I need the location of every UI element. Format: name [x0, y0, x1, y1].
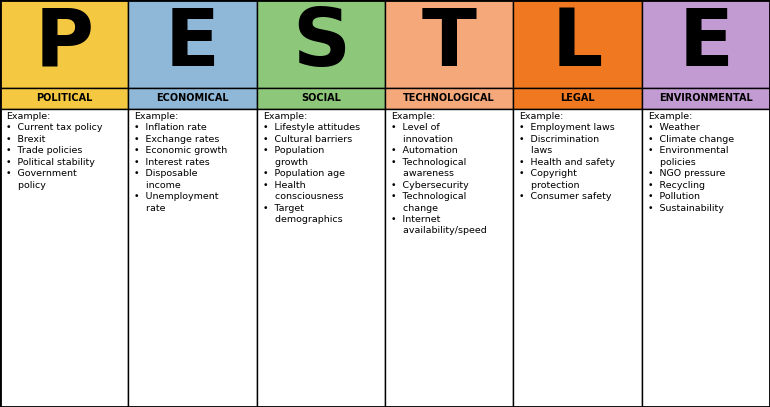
Text: POLITICAL: POLITICAL	[36, 93, 92, 103]
Text: Example:
•  Inflation rate
•  Exchange rates
•  Economic growth
•  Interest rate: Example: • Inflation rate • Exchange rat…	[135, 112, 228, 212]
Bar	[514, 0, 641, 88]
Bar	[641, 109, 770, 407]
Text: LEGAL: LEGAL	[561, 93, 594, 103]
Bar	[385, 88, 514, 109]
Bar	[0, 0, 129, 88]
Bar	[129, 88, 256, 109]
Bar	[514, 109, 641, 407]
Bar	[129, 0, 256, 88]
Bar	[641, 0, 770, 88]
Bar	[256, 0, 385, 88]
Bar	[385, 0, 514, 88]
Text: Example:
•  Current tax policy
•  Brexit
•  Trade policies
•  Political stabilit: Example: • Current tax policy • Brexit •…	[6, 112, 102, 190]
Text: E: E	[165, 5, 220, 83]
Bar	[129, 109, 256, 407]
Text: Example:
•  Lifestyle attitudes
•  Cultural barriers
•  Population
    growth
• : Example: • Lifestyle attitudes • Cultura…	[263, 112, 360, 224]
Text: ECONOMICAL: ECONOMICAL	[156, 93, 229, 103]
Bar	[0, 109, 129, 407]
Bar	[256, 109, 385, 407]
Text: Example:
•  Weather
•  Climate change
•  Environmental
    policies
•  NGO press: Example: • Weather • Climate change • En…	[648, 112, 734, 212]
Text: E: E	[678, 5, 733, 83]
Text: L: L	[552, 5, 603, 83]
Bar	[514, 88, 641, 109]
Text: ENVIRONMENTAL: ENVIRONMENTAL	[659, 93, 753, 103]
Bar	[0, 88, 129, 109]
Text: Example:
•  Employment laws
•  Discrimination
    laws
•  Health and safety
•  C: Example: • Employment laws • Discriminat…	[520, 112, 615, 201]
Text: TECHNOLOGICAL: TECHNOLOGICAL	[403, 93, 495, 103]
Bar	[256, 88, 385, 109]
Text: S: S	[292, 5, 350, 83]
Text: Example:
•  Level of
    innovation
•  Automation
•  Technological
    awareness: Example: • Level of innovation • Automat…	[391, 112, 487, 235]
Text: P: P	[35, 5, 94, 83]
Bar	[385, 109, 514, 407]
Text: SOCIAL: SOCIAL	[301, 93, 341, 103]
Bar	[641, 88, 770, 109]
Text: T: T	[422, 5, 477, 83]
